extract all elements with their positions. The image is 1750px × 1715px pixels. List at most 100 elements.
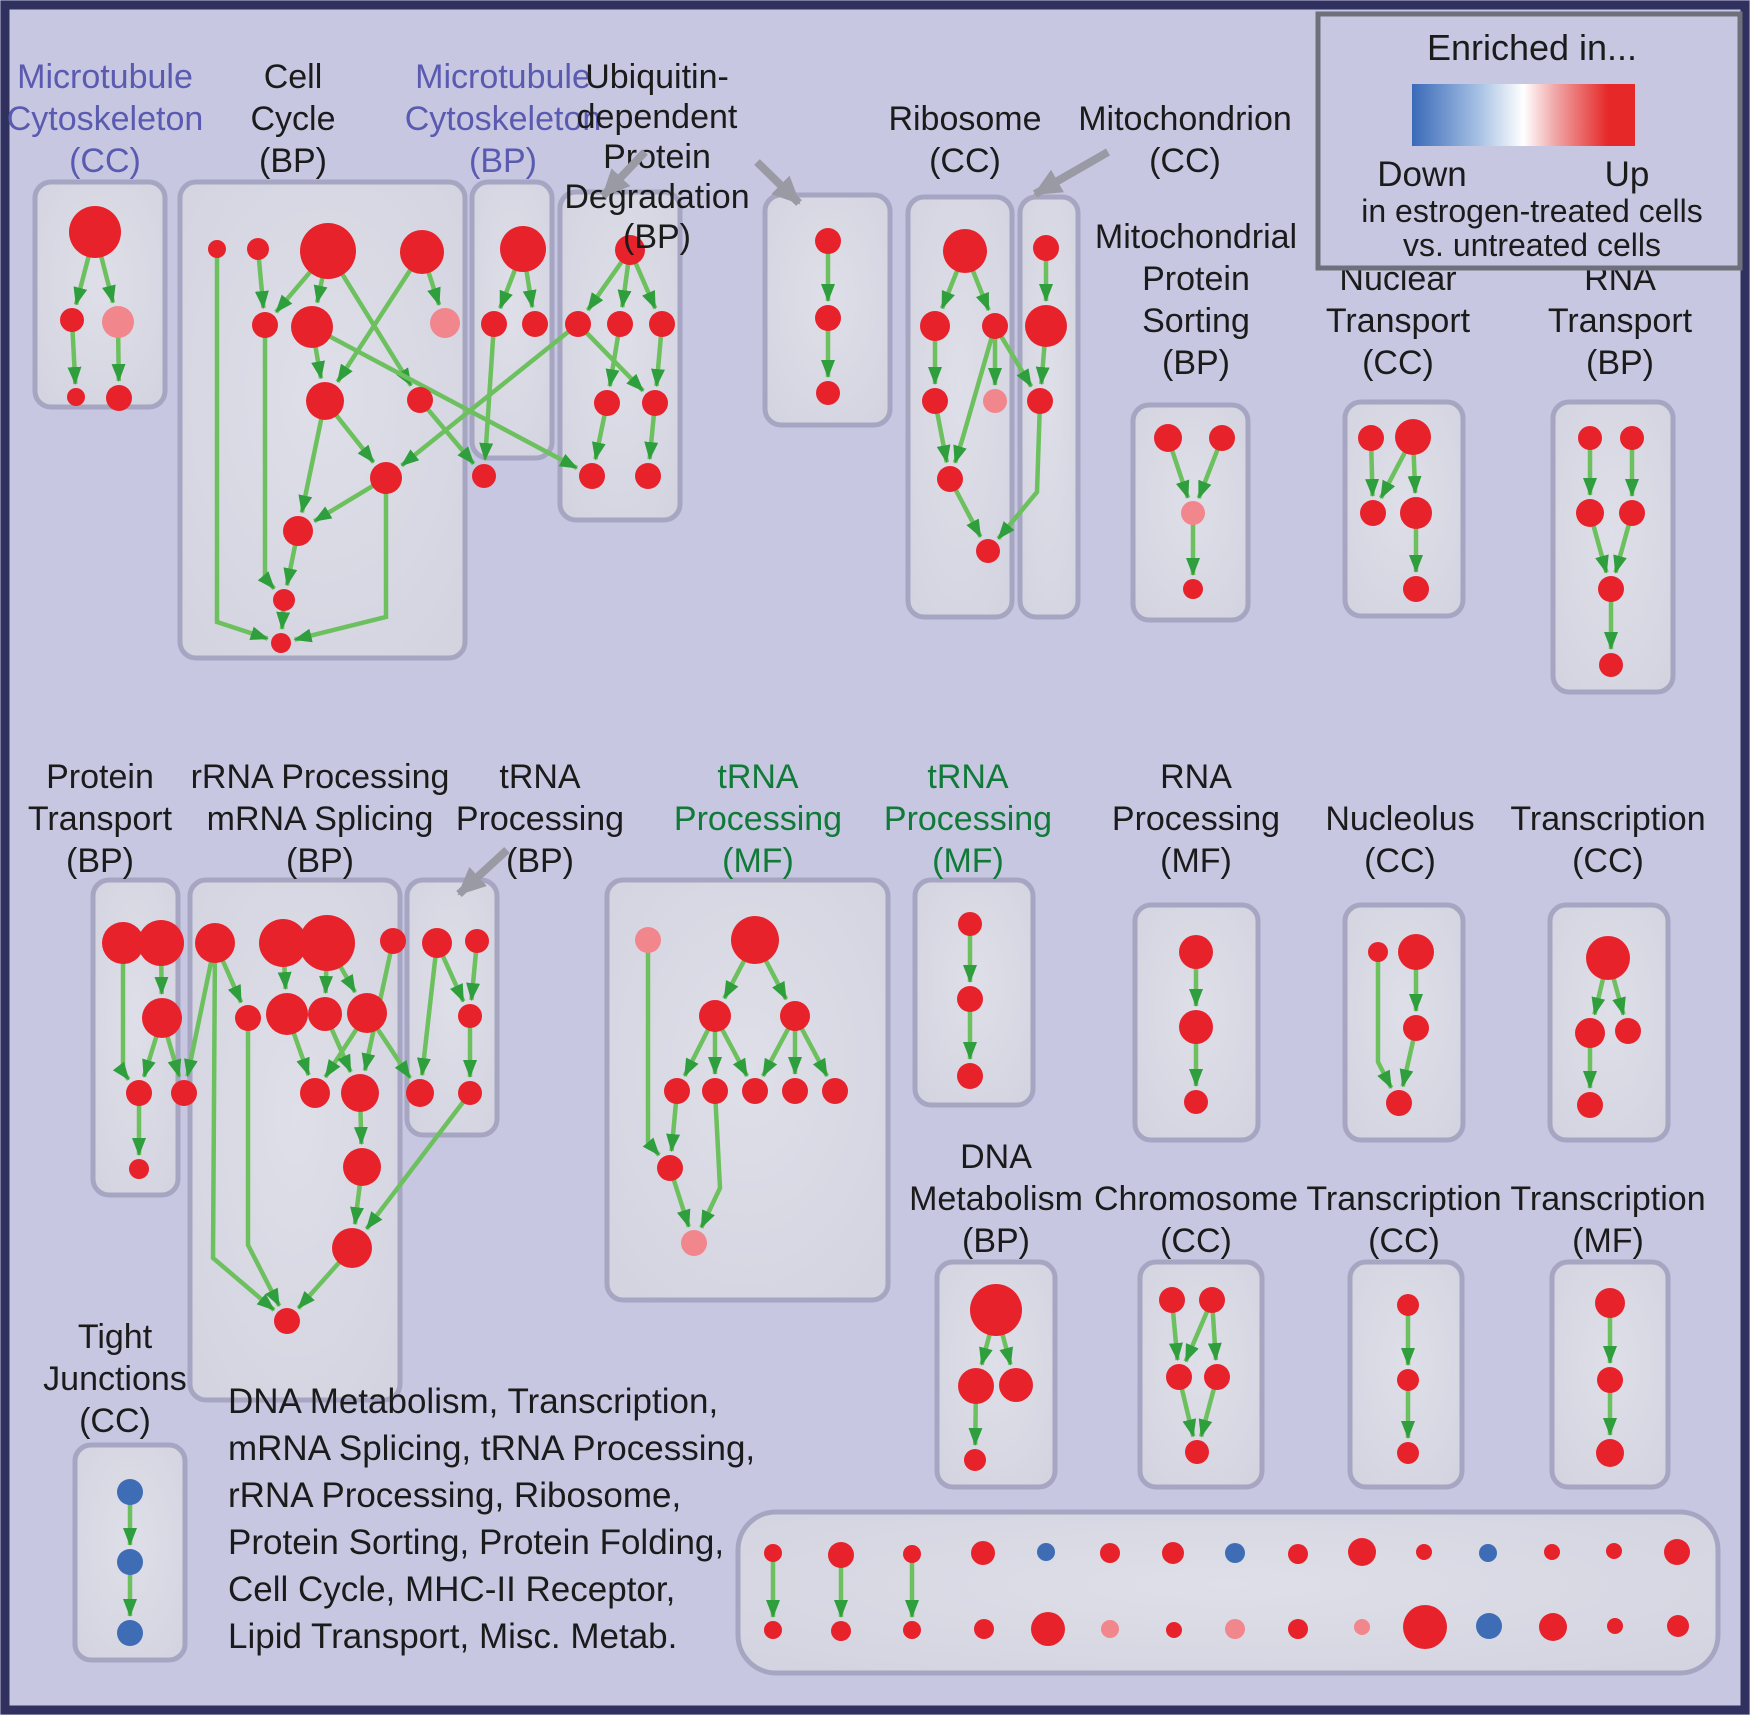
- go-term-node-e3-red: [1397, 1442, 1419, 1464]
- go-term-node-u5-red: [594, 390, 620, 416]
- cluster-label-nucleolus-line-0: Nucleolus: [1325, 800, 1474, 838]
- go-term-node-w5-red: [458, 1081, 482, 1105]
- go-term-node-mx12b-blue: [1476, 1613, 1502, 1639]
- go-term-node-h2-red: [1199, 1287, 1225, 1313]
- go-term-node-z6-red: [742, 1078, 768, 1104]
- cluster-label-mt-bp-line-1: Cytoskeleton: [405, 100, 602, 138]
- go-term-node-mx10b-pink: [1354, 1619, 1370, 1635]
- go-term-node-c4-red: [472, 464, 496, 488]
- go-term-node-e1-red: [1397, 1294, 1419, 1316]
- cluster-label-rna-processing-mf-line-0: RNA: [1160, 758, 1232, 796]
- footnote-line-2: rRNA Processing, Ribosome,: [228, 1476, 681, 1515]
- go-term-node-z1-red: [731, 916, 779, 964]
- go-term-node-t1-red: [1358, 425, 1384, 451]
- go-term-node-r5-pink: [983, 389, 1007, 413]
- go-term-node-b8-red: [306, 382, 344, 420]
- go-term-node-p5-red: [129, 1159, 149, 1179]
- cluster-box-dna-metabolism: [934, 1259, 1058, 1490]
- cluster-label-mt-bp-line-0: Microtubule: [415, 58, 591, 96]
- go-term-node-x2-red: [1620, 426, 1644, 450]
- go-term-node-w1-red: [422, 928, 452, 958]
- go-term-node-s4-red: [1183, 579, 1203, 599]
- go-term-node-b12-red: [271, 633, 291, 653]
- go-term-node-tc3-red: [1615, 1018, 1641, 1044]
- cluster-label-rna-transport-line-1: Transport: [1548, 302, 1693, 340]
- go-term-node-r1-red: [943, 229, 987, 273]
- go-term-node-w3-red: [458, 1004, 482, 1028]
- go-term-node-m3-red: [957, 1063, 983, 1089]
- go-term-node-s3-pink: [1181, 501, 1205, 525]
- go-term-node-z5-red: [702, 1078, 728, 1104]
- go-term-node-mx9t-red: [1288, 1544, 1308, 1564]
- go-term-node-mi1-red: [1033, 235, 1059, 261]
- edge-b5-b11: [257, 325, 276, 591]
- footnote-line-4: Cell Cycle, MHC-II Receptor,: [228, 1570, 675, 1609]
- legend-title: Enriched in...: [1427, 27, 1637, 68]
- go-term-node-nu2-red: [1398, 934, 1434, 970]
- go-term-node-s1-red: [1154, 424, 1182, 452]
- cluster-label-trna-mf-1-line-0: tRNA: [717, 758, 799, 796]
- cluster-box-mixed-terms: [735, 1509, 1721, 1676]
- go-term-node-u8-red: [635, 463, 661, 489]
- go-term-node-g4-red: [380, 928, 406, 954]
- go-term-node-tc2-red: [1575, 1018, 1605, 1048]
- cluster-label-chromosome-line-1: (CC): [1160, 1222, 1232, 1260]
- go-term-node-z4-red: [664, 1078, 690, 1104]
- edge-mi3-r7: [996, 400, 1043, 541]
- cluster-label-rna-processing-mf-line-1: Processing: [1112, 800, 1280, 838]
- go-term-node-m1-red: [958, 912, 982, 936]
- cluster-label-transcription-cc-b-line-0: Transcription: [1306, 1180, 1501, 1218]
- cluster-label-ubiquitin-line-4: (BP): [623, 218, 691, 256]
- cluster-label-ubiquitin-line-1: dependent: [577, 98, 738, 136]
- go-term-node-j3-blue: [117, 1620, 143, 1646]
- cluster-label-rna-processing-mf-line-2: (MF): [1160, 842, 1232, 880]
- go-term-node-x3-red: [1576, 499, 1604, 527]
- cluster-label-nuclear-transport-line-1: Transport: [1326, 302, 1471, 340]
- cluster-label-rrna-mrna-line-1: mRNA Splicing: [207, 800, 434, 838]
- cluster-label-ubiquitin-line-2: Protein: [603, 138, 711, 176]
- go-term-node-nu3-red: [1403, 1015, 1429, 1041]
- go-term-node-mx3t-red: [903, 1545, 921, 1563]
- go-term-node-r2-red: [920, 311, 950, 341]
- go-term-node-z10-pink: [681, 1230, 707, 1256]
- cluster-label-trna-bp-line-2: (BP): [506, 842, 574, 880]
- go-term-node-w4-red: [406, 1079, 434, 1107]
- go-term-node-j2-blue: [117, 1549, 143, 1575]
- go-term-node-mx7t-red: [1162, 1542, 1184, 1564]
- go-term-node-b9-red: [370, 462, 402, 494]
- go-term-node-h4-red: [1204, 1364, 1230, 1390]
- go-term-node-u6-red: [642, 390, 668, 416]
- cluster-label-mitochondrion-line-0: Mitochondrion: [1078, 100, 1292, 138]
- go-term-node-p1-red: [102, 922, 144, 964]
- go-term-node-a3-pink: [102, 306, 134, 338]
- go-term-node-r3-red: [982, 313, 1008, 339]
- go-term-node-mx1t-red: [764, 1544, 782, 1562]
- go-term-node-mx3b-red: [903, 1621, 921, 1639]
- go-term-node-k4-red: [347, 993, 387, 1033]
- go-term-node-z8-red: [822, 1078, 848, 1104]
- cluster-label-rrna-mrna-line-0: rRNA Processing: [191, 758, 450, 796]
- cluster-label-dna-metabolism-line-0: DNA: [960, 1138, 1032, 1176]
- go-term-node-t5-red: [1403, 576, 1429, 602]
- cluster-label-dna-metabolism-line-1: Metabolism: [909, 1180, 1083, 1218]
- go-term-node-t4-red: [1400, 497, 1432, 529]
- go-term-node-z7-red: [782, 1078, 808, 1104]
- go-term-node-f2-red: [1597, 1367, 1623, 1393]
- go-term-node-z3-red: [780, 1001, 810, 1031]
- go-term-node-h1-red: [1159, 1287, 1185, 1313]
- go-term-node-b10-red: [283, 516, 313, 546]
- go-term-node-h3-red: [1166, 1364, 1192, 1390]
- go-term-node-b7-red: [407, 387, 433, 413]
- go-term-node-m2-red: [957, 986, 983, 1012]
- footnote-line-3: Protein Sorting, Protein Folding,: [228, 1523, 724, 1562]
- go-term-node-t9-red: [343, 1148, 381, 1186]
- footnote-line-5: Lipid Transport, Misc. Metab.: [228, 1617, 677, 1656]
- label-pointer-arrow-icon: [754, 159, 802, 206]
- footnote-line-1: mRNA Splicing, tRNA Processing,: [228, 1429, 755, 1468]
- cluster-box-mt-cc: [32, 179, 168, 410]
- go-term-node-rp3-red: [1184, 1090, 1208, 1114]
- go-term-node-d3-red: [999, 1368, 1033, 1402]
- go-term-node-d2-red: [958, 1368, 994, 1404]
- go-term-node-mx8b-pink: [1225, 1619, 1245, 1639]
- go-term-node-b1-red: [208, 240, 226, 258]
